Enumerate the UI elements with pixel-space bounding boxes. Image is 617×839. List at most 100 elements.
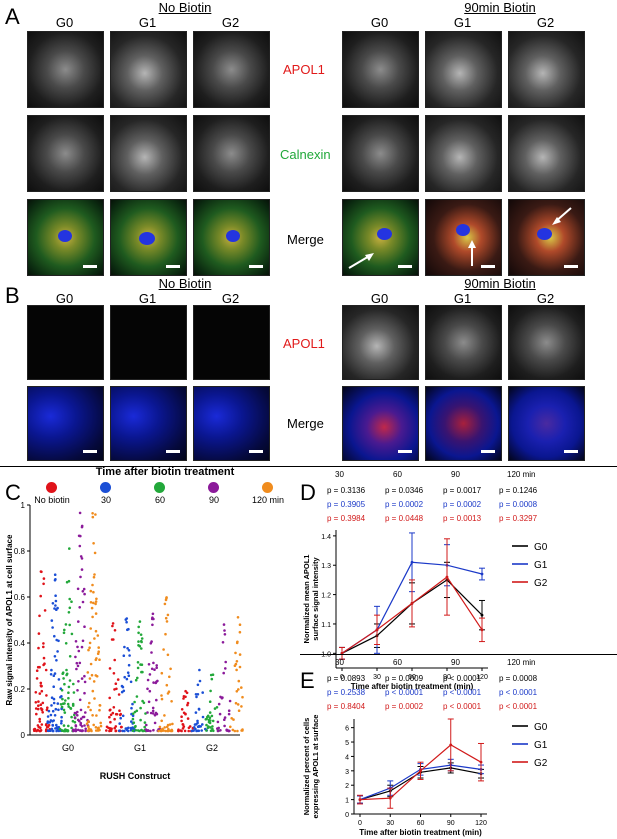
data-point [166, 723, 170, 727]
micrograph-a-merge-nb-g0 [27, 199, 104, 276]
data-point [87, 648, 90, 652]
micrograph-b-merge-bio-g1 [425, 386, 502, 461]
divider-middle [300, 654, 617, 655]
data-point [113, 629, 117, 632]
data-point [74, 711, 78, 715]
data-point [180, 708, 184, 711]
data-point [153, 721, 157, 725]
legend-label-2: 60 [154, 495, 165, 505]
data-point [139, 718, 142, 722]
data-point [76, 718, 80, 722]
data-point [94, 513, 97, 516]
data-point [234, 651, 237, 655]
data-point [217, 726, 220, 730]
micrograph-b-apol1-bio-g2 [508, 305, 585, 380]
data-point [46, 715, 50, 718]
data-point [94, 674, 98, 677]
data-point [86, 671, 90, 674]
panel-a-header-90min-biotin: 90min Biotin [464, 0, 536, 15]
data-point [92, 680, 96, 683]
data-point [131, 712, 135, 715]
y-tick-label: 0.8 [14, 547, 26, 556]
data-point [180, 719, 183, 723]
data-point [42, 582, 45, 586]
data-point [160, 671, 164, 675]
data-point [133, 725, 137, 729]
data-point [77, 620, 80, 623]
data-point [73, 716, 77, 719]
data-point [87, 725, 90, 728]
panel-a-row-merge: Merge [287, 232, 324, 247]
data-point [126, 647, 129, 650]
data-point [210, 677, 214, 681]
data-point [227, 712, 231, 716]
legend-dot-3 [208, 482, 219, 493]
data-point [204, 718, 208, 721]
data-point [141, 699, 144, 703]
data-point [82, 715, 86, 719]
data-point [98, 704, 102, 707]
data-point [53, 634, 56, 638]
data-point [92, 542, 95, 545]
data-point [72, 682, 75, 686]
pvalue-header-0: 30 [335, 470, 344, 479]
pvalue-header-1: 60 [393, 470, 402, 479]
y-tick-label: 0.2 [14, 685, 26, 694]
data-point [49, 713, 53, 717]
y-tick-label: 1.2 [321, 593, 331, 600]
data-point [35, 669, 39, 672]
data-point [62, 724, 66, 727]
data-point [78, 544, 82, 548]
data-point [211, 719, 215, 723]
data-point [59, 703, 63, 706]
data-point [67, 611, 71, 614]
data-point [89, 627, 92, 630]
data-point [153, 668, 156, 671]
data-point [224, 667, 227, 670]
data-point [37, 704, 40, 707]
data-point [129, 680, 133, 684]
pvalue-cell: p = 0.0017 [443, 486, 482, 495]
data-point [46, 706, 49, 709]
y-tick-label: 1 [345, 798, 349, 805]
x-axis-label: RUSH Construct [100, 771, 171, 781]
data-point [206, 726, 210, 730]
data-point [55, 726, 59, 729]
data-point [200, 729, 203, 732]
data-point [134, 729, 138, 732]
pvalue-header-2: 90 [451, 658, 460, 667]
data-point [93, 573, 96, 576]
data-point [125, 677, 129, 681]
data-point [196, 683, 200, 687]
pvalue-cell: p < 0.0001 [499, 702, 538, 711]
pvalue-cell: p = 0.3297 [499, 514, 538, 523]
data-point [61, 729, 64, 732]
data-point [208, 711, 212, 714]
data-point [152, 661, 155, 665]
data-point [78, 661, 82, 665]
data-point [181, 723, 185, 726]
data-point [238, 653, 242, 656]
data-point [118, 722, 121, 725]
data-point [152, 617, 155, 621]
x-group-label: G0 [62, 743, 74, 753]
data-point [240, 705, 243, 708]
data-point [207, 720, 211, 724]
data-point [84, 729, 87, 733]
data-point [108, 729, 112, 732]
data-point [240, 686, 243, 689]
data-point [141, 729, 145, 733]
data-point [193, 726, 196, 729]
y-axis-label: Normalized percent of cells [302, 718, 311, 816]
data-point [125, 617, 129, 620]
panel-a-col-g2: G2 [221, 15, 240, 30]
data-point [215, 706, 219, 709]
data-point [145, 723, 148, 727]
panel-b-col-g2: G2 [221, 291, 240, 306]
data-point [34, 701, 38, 704]
data-point [137, 625, 140, 629]
data-point [206, 714, 210, 718]
legend-dot-2 [154, 482, 165, 493]
panel-a-col-g1-bio: G1 [453, 15, 472, 30]
